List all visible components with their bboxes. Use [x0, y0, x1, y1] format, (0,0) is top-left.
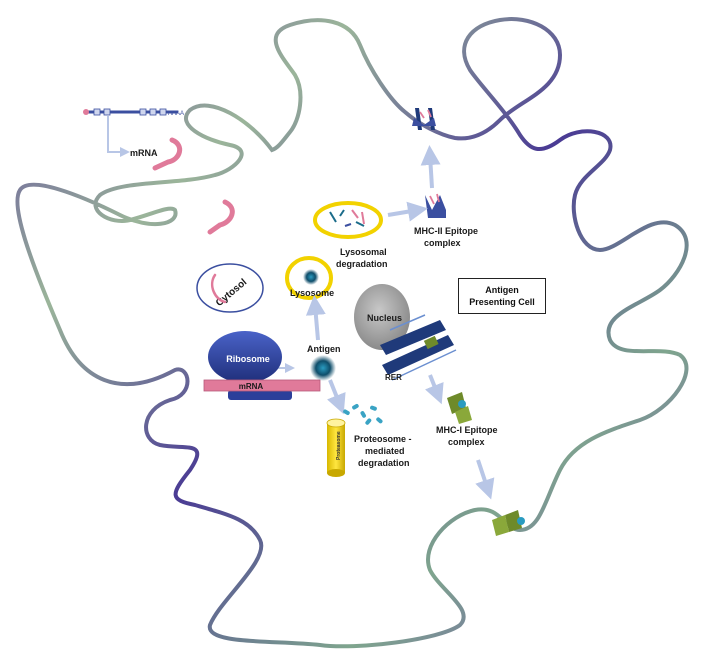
mhc2-label-1: MHC-II Epitope [414, 226, 478, 236]
mrna-squiggle-1 [152, 137, 183, 171]
proteosome-label-1: Proteosome - [354, 434, 412, 444]
mrna-bar-label: mRNA [239, 382, 264, 391]
rough-er [380, 314, 457, 381]
mrna-strand-diagram: AAAA [83, 108, 184, 157]
mhc1-complex [447, 392, 472, 424]
mhc1-label-2: complex [448, 437, 485, 447]
mhc2-label-2: complex [424, 238, 461, 248]
lysosomal-degradation-label-2: degradation [336, 259, 388, 269]
lysosomal-degradation-label-1: Lysosomal [340, 247, 387, 257]
proteosome-label-3: degradation [358, 458, 410, 468]
poly-a-tail: AAAA [168, 111, 184, 117]
ribosome-label: Ribosome [226, 354, 270, 364]
proteosome-label-2: mediated [365, 446, 405, 456]
antigen-label: Antigen [307, 344, 341, 354]
lysosome [285, 256, 333, 300]
mhc1-surface-complex [492, 510, 525, 536]
mrna-squiggle-2 [207, 199, 235, 235]
mrna-top-label: mRNA [130, 148, 158, 158]
rer-label: RER [385, 373, 402, 382]
nucleus-label: Nucleus [367, 313, 402, 323]
proteasome [326, 418, 346, 477]
mhc2-complex [425, 193, 446, 218]
mhc1-label-1: MHC-I Epitope [436, 425, 498, 435]
lysosomal-vesicle [313, 201, 383, 239]
ribosome [203, 331, 321, 400]
nucleus [354, 284, 410, 350]
peptide-fragments [343, 404, 383, 425]
mhc2-surface-complex [412, 108, 436, 130]
pathway-arrows [270, 145, 495, 500]
antigen-presenting-cell-label: Antigen Presenting Cell [458, 278, 546, 314]
lysosome-label: Lysosome [290, 288, 334, 298]
cytosol: Cytosol [196, 263, 264, 313]
antigen [310, 355, 336, 381]
proteasome-tube-label: Proteasome [336, 431, 342, 460]
